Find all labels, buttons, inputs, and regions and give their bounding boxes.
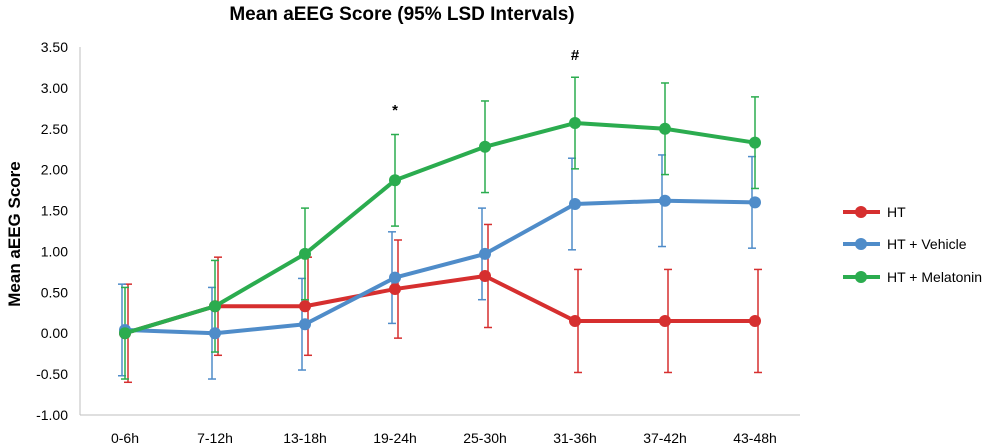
data-point <box>749 314 761 327</box>
data-point <box>389 271 401 284</box>
data-point <box>299 247 311 260</box>
y-tick-label: 1.00 <box>41 243 68 259</box>
x-tick-label: 7-12h <box>197 430 233 446</box>
data-point <box>479 140 491 153</box>
data-point <box>569 198 581 211</box>
annotations: *# <box>392 47 580 119</box>
data-point <box>749 196 761 209</box>
y-tick-label: 0.00 <box>41 325 68 341</box>
series-line-3 <box>124 121 756 336</box>
legend-swatch-marker <box>855 206 867 218</box>
data-point <box>479 269 491 282</box>
x-tick-label: 19-24h <box>373 430 417 446</box>
y-tick-label: 1.50 <box>41 203 68 219</box>
legend-label: HT + Melatonin <box>887 269 982 285</box>
chart-title: Mean aEEG Score (95% LSD Intervals) <box>229 4 574 25</box>
series-line-1 <box>124 273 755 336</box>
legend: HT HT + Vehicle HT + Melatonin <box>843 204 982 285</box>
x-tick-label: 37-42h <box>643 430 687 446</box>
y-tick-label: 3.00 <box>41 80 68 96</box>
tick-labels: -1.00 -0.50 0.00 0.50 1.00 1.50 2.00 2.50 3.00 3.… <box>36 39 777 446</box>
legend-label: HT <box>887 204 906 220</box>
axes <box>79 47 800 416</box>
data-point <box>389 174 401 187</box>
data-point <box>659 194 671 207</box>
legend-label: HT + Vehicle <box>887 236 967 252</box>
significance-marker: * <box>392 102 398 119</box>
y-tick-label: 3.50 <box>41 39 68 55</box>
data-point <box>659 122 671 135</box>
legend-swatch-marker <box>855 238 867 250</box>
x-tick-label: 31-36h <box>553 430 597 446</box>
data-point <box>119 327 131 340</box>
series-line-2 <box>124 198 756 336</box>
y-tick-label: -0.50 <box>36 366 68 382</box>
data-point <box>299 300 311 313</box>
x-tick-label: 43-48h <box>733 430 777 446</box>
significance-marker: # <box>571 47 580 64</box>
legend-swatch-marker <box>855 271 867 283</box>
y-tick-label: 0.50 <box>41 284 68 300</box>
y-tick-label: 2.00 <box>41 162 68 178</box>
data-point <box>209 327 221 340</box>
data-point <box>389 283 401 296</box>
y-tick-label: 2.50 <box>41 121 68 137</box>
x-tick-label: 25-30h <box>463 430 507 446</box>
series-lines <box>119 117 761 340</box>
data-point <box>479 247 491 260</box>
x-tick-label: 13-18h <box>283 430 327 446</box>
data-point <box>749 136 761 149</box>
data-point <box>299 318 311 331</box>
y-axis-label: Mean aEEG Score <box>5 161 24 307</box>
data-point <box>209 300 221 313</box>
x-tick-label: 0-6h <box>111 430 139 446</box>
data-point <box>569 117 581 130</box>
data-point <box>569 314 581 327</box>
data-point <box>659 314 671 327</box>
y-tick-label: -1.00 <box>36 407 68 423</box>
